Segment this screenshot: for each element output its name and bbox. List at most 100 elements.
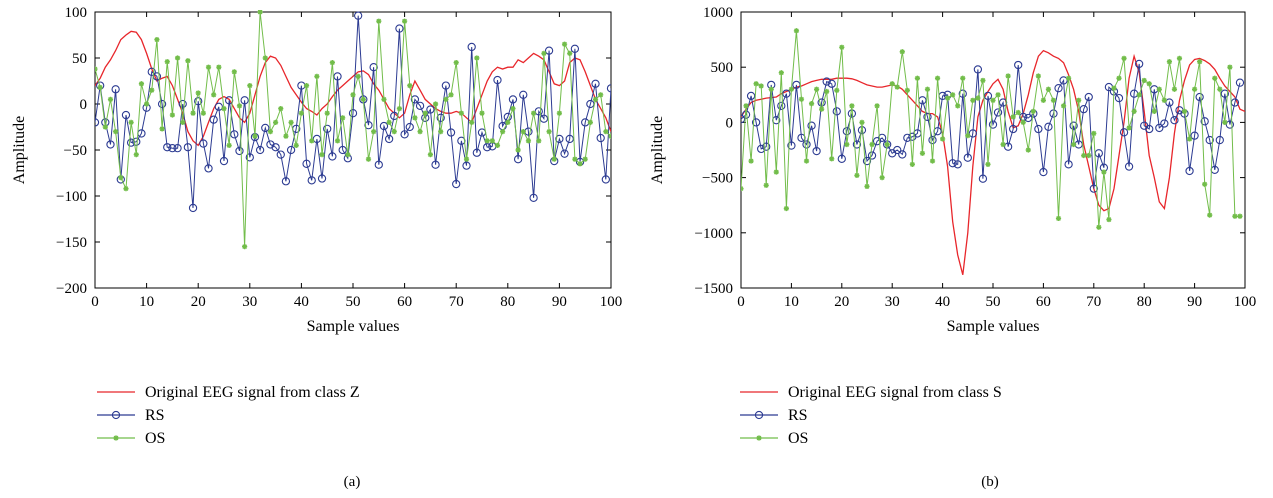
data-point — [980, 77, 986, 84]
data-point — [1131, 108, 1137, 114]
data-point — [598, 92, 604, 98]
data-point — [978, 174, 988, 183]
data-point — [985, 161, 991, 167]
legend-item: OS — [740, 430, 808, 447]
data-point — [940, 136, 946, 142]
data-point — [240, 96, 249, 105]
data-point — [919, 150, 926, 156]
data-point — [426, 105, 435, 114]
data-point — [1024, 113, 1033, 123]
data-point — [1202, 181, 1208, 187]
data-point — [519, 90, 528, 99]
data-point — [180, 119, 186, 125]
x-tick-label: 0 — [737, 294, 745, 310]
data-point — [1030, 108, 1036, 114]
data-point — [257, 10, 263, 15]
data-point — [958, 89, 967, 98]
data-point — [200, 110, 206, 116]
x-tick-label: 20 — [191, 294, 206, 310]
data-point — [993, 108, 1003, 117]
data-point — [1186, 136, 1193, 142]
data-point — [369, 63, 378, 72]
data-point — [314, 73, 320, 79]
data-point — [983, 91, 993, 101]
data-point — [1160, 119, 1169, 128]
data-point — [236, 103, 243, 109]
data-point — [1217, 86, 1223, 92]
data-point — [592, 96, 599, 102]
x-tick-label: 90 — [1187, 294, 1202, 310]
data-point — [281, 177, 291, 186]
data-point — [591, 79, 600, 88]
data-point — [298, 110, 304, 116]
data-point — [443, 96, 449, 102]
data-point — [859, 119, 865, 125]
data-point — [132, 137, 141, 146]
data-point — [990, 97, 996, 103]
data-point — [1069, 121, 1078, 130]
x-tick-label: 70 — [449, 294, 464, 310]
data-point — [953, 160, 962, 169]
data-point — [603, 129, 609, 135]
data-point — [829, 156, 835, 162]
y-tick-label: −500 — [702, 171, 733, 187]
x-tick-label: 0 — [91, 294, 99, 310]
data-point — [410, 95, 420, 104]
data-point — [163, 143, 172, 152]
data-point — [884, 141, 890, 148]
data-point — [1025, 147, 1031, 153]
data-point — [1050, 97, 1057, 103]
data-point — [570, 44, 580, 53]
data-point — [216, 64, 222, 70]
data-point — [219, 156, 229, 166]
data-point — [864, 183, 870, 190]
data-point — [1237, 213, 1243, 219]
data-point — [427, 152, 433, 158]
data-point — [407, 83, 413, 89]
data-point — [1101, 169, 1107, 175]
y-tick-label: 0 — [80, 97, 88, 113]
data-point — [479, 110, 485, 116]
data-point — [1136, 92, 1142, 98]
data-point — [230, 130, 239, 139]
data-point — [802, 140, 811, 149]
data-point — [494, 142, 501, 148]
data-point — [1222, 119, 1228, 125]
data-point — [121, 110, 131, 120]
data-point — [1086, 152, 1092, 159]
data-point — [889, 81, 895, 87]
data-point — [273, 119, 279, 125]
data-point — [879, 175, 885, 181]
y-tick-label: −200 — [56, 281, 87, 297]
data-point — [988, 120, 998, 129]
data-point — [1035, 73, 1041, 79]
data-point — [340, 115, 346, 121]
data-point — [1207, 212, 1213, 218]
data-point — [1119, 128, 1129, 137]
data-point — [448, 92, 454, 98]
y-tick-label: 1000 — [703, 5, 733, 21]
data-point — [565, 134, 574, 144]
x-tick-label: 50 — [346, 294, 361, 310]
data-point — [128, 119, 134, 125]
data-point — [1220, 89, 1229, 98]
data-point — [768, 86, 774, 92]
data-point — [862, 156, 872, 166]
data-point — [262, 55, 268, 61]
data-point — [1195, 92, 1204, 102]
data-point — [560, 149, 569, 158]
chart-panel-b: 0 10 20 30 40 50 60 70 80 90 100 −1500 −1000 −500 0 500… — [649, 5, 1256, 490]
data-point — [271, 143, 280, 152]
data-point — [1084, 92, 1093, 102]
data-point — [245, 153, 254, 162]
series-line — [95, 15, 611, 209]
legend-label: OS — [788, 430, 808, 447]
data-point — [169, 112, 175, 118]
data-point — [1060, 103, 1067, 109]
data-point — [345, 152, 351, 158]
legend-item: RS — [97, 407, 165, 424]
data-point — [812, 146, 821, 156]
series-line — [95, 11, 611, 247]
data-point — [405, 122, 414, 132]
chart-panel-a: 0 10 20 30 40 50 60 70 80 90 100 −200 −150 −100 −50 0 50… — [11, 5, 622, 490]
